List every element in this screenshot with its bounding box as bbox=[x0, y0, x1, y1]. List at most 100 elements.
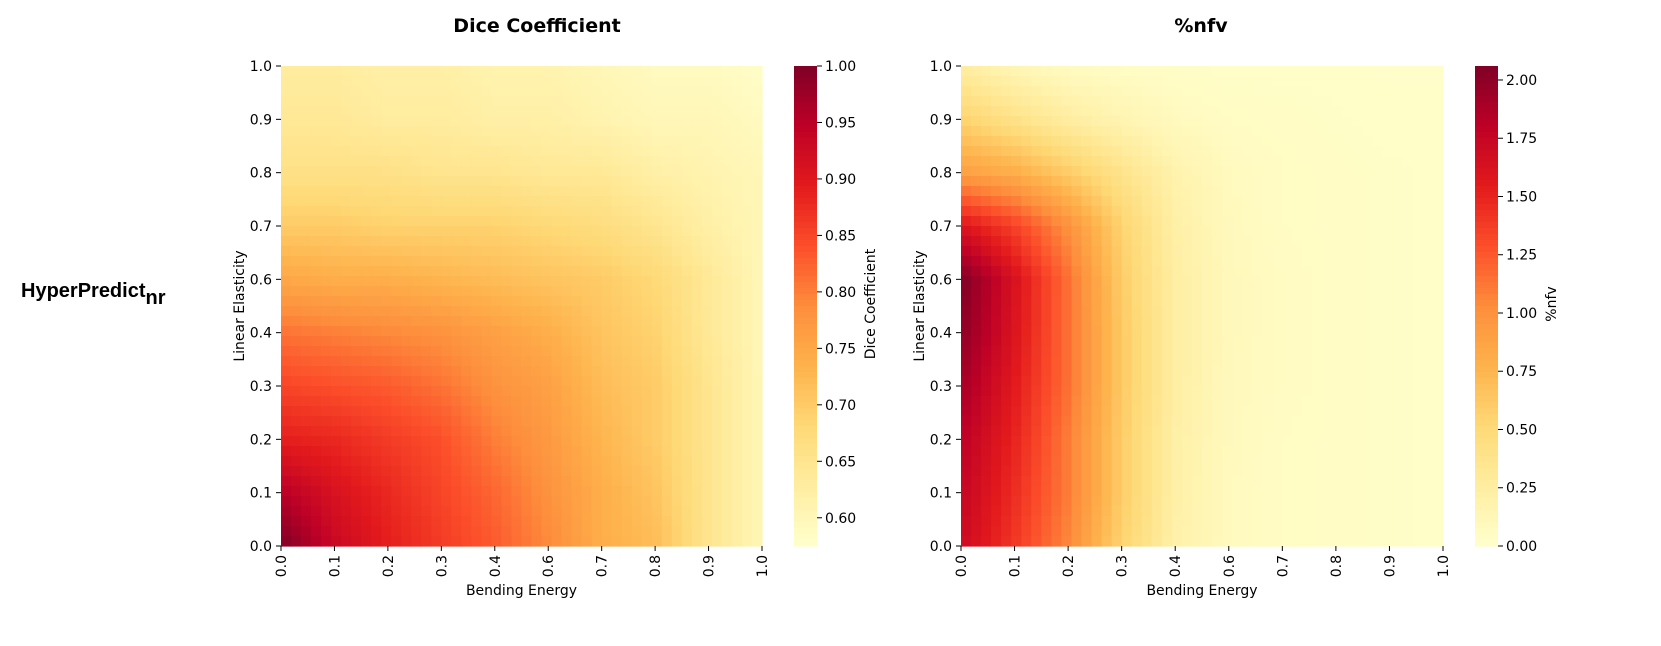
heatmap-cell bbox=[551, 156, 563, 167]
heatmap-cell bbox=[441, 356, 452, 367]
heatmap-cell bbox=[1242, 76, 1253, 87]
heatmap-cell bbox=[491, 336, 503, 347]
heatmap-cell bbox=[721, 276, 733, 287]
heatmap-cell bbox=[411, 406, 422, 417]
heatmap-cell bbox=[421, 446, 432, 457]
heatmap-cell bbox=[671, 136, 683, 147]
heatmap-cell bbox=[1412, 276, 1424, 287]
heatmap-cell bbox=[681, 446, 693, 457]
heatmap-cell bbox=[1352, 256, 1364, 267]
heatmap-cell bbox=[731, 206, 743, 217]
heatmap-cell bbox=[1312, 76, 1324, 87]
heatmap-cell bbox=[481, 436, 493, 447]
heatmap-cell bbox=[641, 256, 653, 267]
heatmap-cell bbox=[1262, 126, 1273, 137]
heatmap-cell bbox=[281, 336, 292, 347]
heatmap-cell bbox=[1332, 66, 1344, 77]
heatmap-cell bbox=[671, 436, 683, 447]
heatmap-cell bbox=[391, 96, 402, 107]
heatmap-cell bbox=[691, 66, 703, 77]
heatmap-cell bbox=[311, 286, 322, 297]
heatmap-cell bbox=[1392, 366, 1404, 377]
heatmap-cell bbox=[1191, 116, 1203, 127]
colorbar-segment bbox=[794, 390, 817, 397]
heatmap-cell bbox=[1262, 206, 1273, 217]
heatmap-cell bbox=[291, 356, 302, 367]
heatmap-cell bbox=[1171, 536, 1183, 547]
colorbar-segment bbox=[1475, 102, 1498, 109]
heatmap-cell bbox=[1001, 256, 1012, 267]
heatmap-cell bbox=[471, 106, 483, 117]
heatmap-cell bbox=[1091, 96, 1103, 107]
heatmap-cell bbox=[981, 146, 992, 157]
heatmap-cell bbox=[1011, 526, 1022, 537]
heatmap-cell bbox=[701, 236, 713, 247]
heatmap-cell bbox=[691, 396, 703, 407]
heatmap-cell bbox=[601, 276, 613, 287]
heatmap-cell bbox=[321, 246, 332, 257]
colorbar-segment bbox=[1475, 408, 1498, 415]
heatmap-cell bbox=[291, 196, 302, 207]
heatmap-cell bbox=[1372, 436, 1384, 447]
heatmap-cell bbox=[321, 196, 332, 207]
heatmap-cell bbox=[311, 446, 322, 457]
heatmap-cell bbox=[481, 476, 493, 487]
heatmap-cell bbox=[1232, 266, 1243, 277]
heatmap-cell bbox=[621, 146, 633, 157]
heatmap-cell bbox=[681, 396, 693, 407]
heatmap-cell bbox=[671, 256, 683, 267]
heatmap-cell bbox=[341, 236, 352, 247]
heatmap-cell bbox=[1001, 376, 1012, 387]
heatmap-cell bbox=[551, 506, 563, 517]
heatmap-cell bbox=[1262, 536, 1273, 547]
heatmap-cell bbox=[1322, 536, 1334, 547]
heatmap-cell bbox=[1081, 216, 1093, 227]
heatmap-cell bbox=[991, 176, 1002, 187]
heatmap-cell bbox=[1332, 476, 1344, 487]
heatmap-cell bbox=[1342, 376, 1354, 387]
heatmap-cell bbox=[461, 336, 472, 347]
heatmap-cell bbox=[661, 366, 673, 377]
heatmap-cell bbox=[991, 146, 1002, 157]
heatmap-cell bbox=[1342, 456, 1354, 467]
heatmap-cell bbox=[1051, 316, 1063, 327]
heatmap-cell bbox=[451, 306, 462, 317]
heatmap-cell bbox=[491, 96, 503, 107]
heatmap-cell bbox=[471, 346, 483, 357]
heatmap-cell bbox=[321, 146, 332, 157]
heatmap-cell bbox=[321, 66, 332, 77]
heatmap-cell bbox=[431, 216, 442, 227]
heatmap-cell bbox=[991, 156, 1002, 167]
heatmap-cell bbox=[1212, 426, 1223, 437]
heatmap-cell bbox=[1382, 246, 1394, 257]
heatmap-cell bbox=[1141, 346, 1153, 357]
heatmap-cell bbox=[361, 206, 372, 217]
heatmap-cell bbox=[1232, 456, 1243, 467]
heatmap-cell bbox=[361, 356, 372, 367]
heatmap-cell bbox=[401, 196, 412, 207]
heatmap-cell bbox=[1051, 436, 1063, 447]
heatmap-cell bbox=[1242, 206, 1253, 217]
heatmap-cell bbox=[381, 386, 392, 397]
heatmap-cell bbox=[1322, 116, 1334, 127]
heatmap-cell bbox=[1312, 346, 1324, 357]
heatmap-cell bbox=[1202, 276, 1213, 287]
heatmap-cell bbox=[561, 396, 573, 407]
heatmap-cell bbox=[471, 466, 483, 477]
heatmap-cell bbox=[741, 116, 753, 127]
heatmap-cell bbox=[751, 146, 763, 157]
heatmap-cell bbox=[1322, 406, 1334, 417]
heatmap-cell bbox=[1171, 166, 1183, 177]
heatmap-cell bbox=[391, 116, 402, 127]
heatmap-cell bbox=[641, 266, 653, 277]
heatmap-cell bbox=[291, 176, 302, 187]
heatmap-cell bbox=[321, 96, 332, 107]
heatmap-cell bbox=[1222, 136, 1233, 147]
heatmap-cell bbox=[1061, 316, 1073, 327]
heatmap-cell bbox=[1021, 186, 1032, 197]
heatmap-cell bbox=[591, 256, 603, 267]
heatmap-cell bbox=[681, 536, 693, 547]
heatmap-cell bbox=[1081, 106, 1093, 117]
heatmap-cell bbox=[601, 426, 613, 437]
heatmap-cell bbox=[391, 386, 402, 397]
